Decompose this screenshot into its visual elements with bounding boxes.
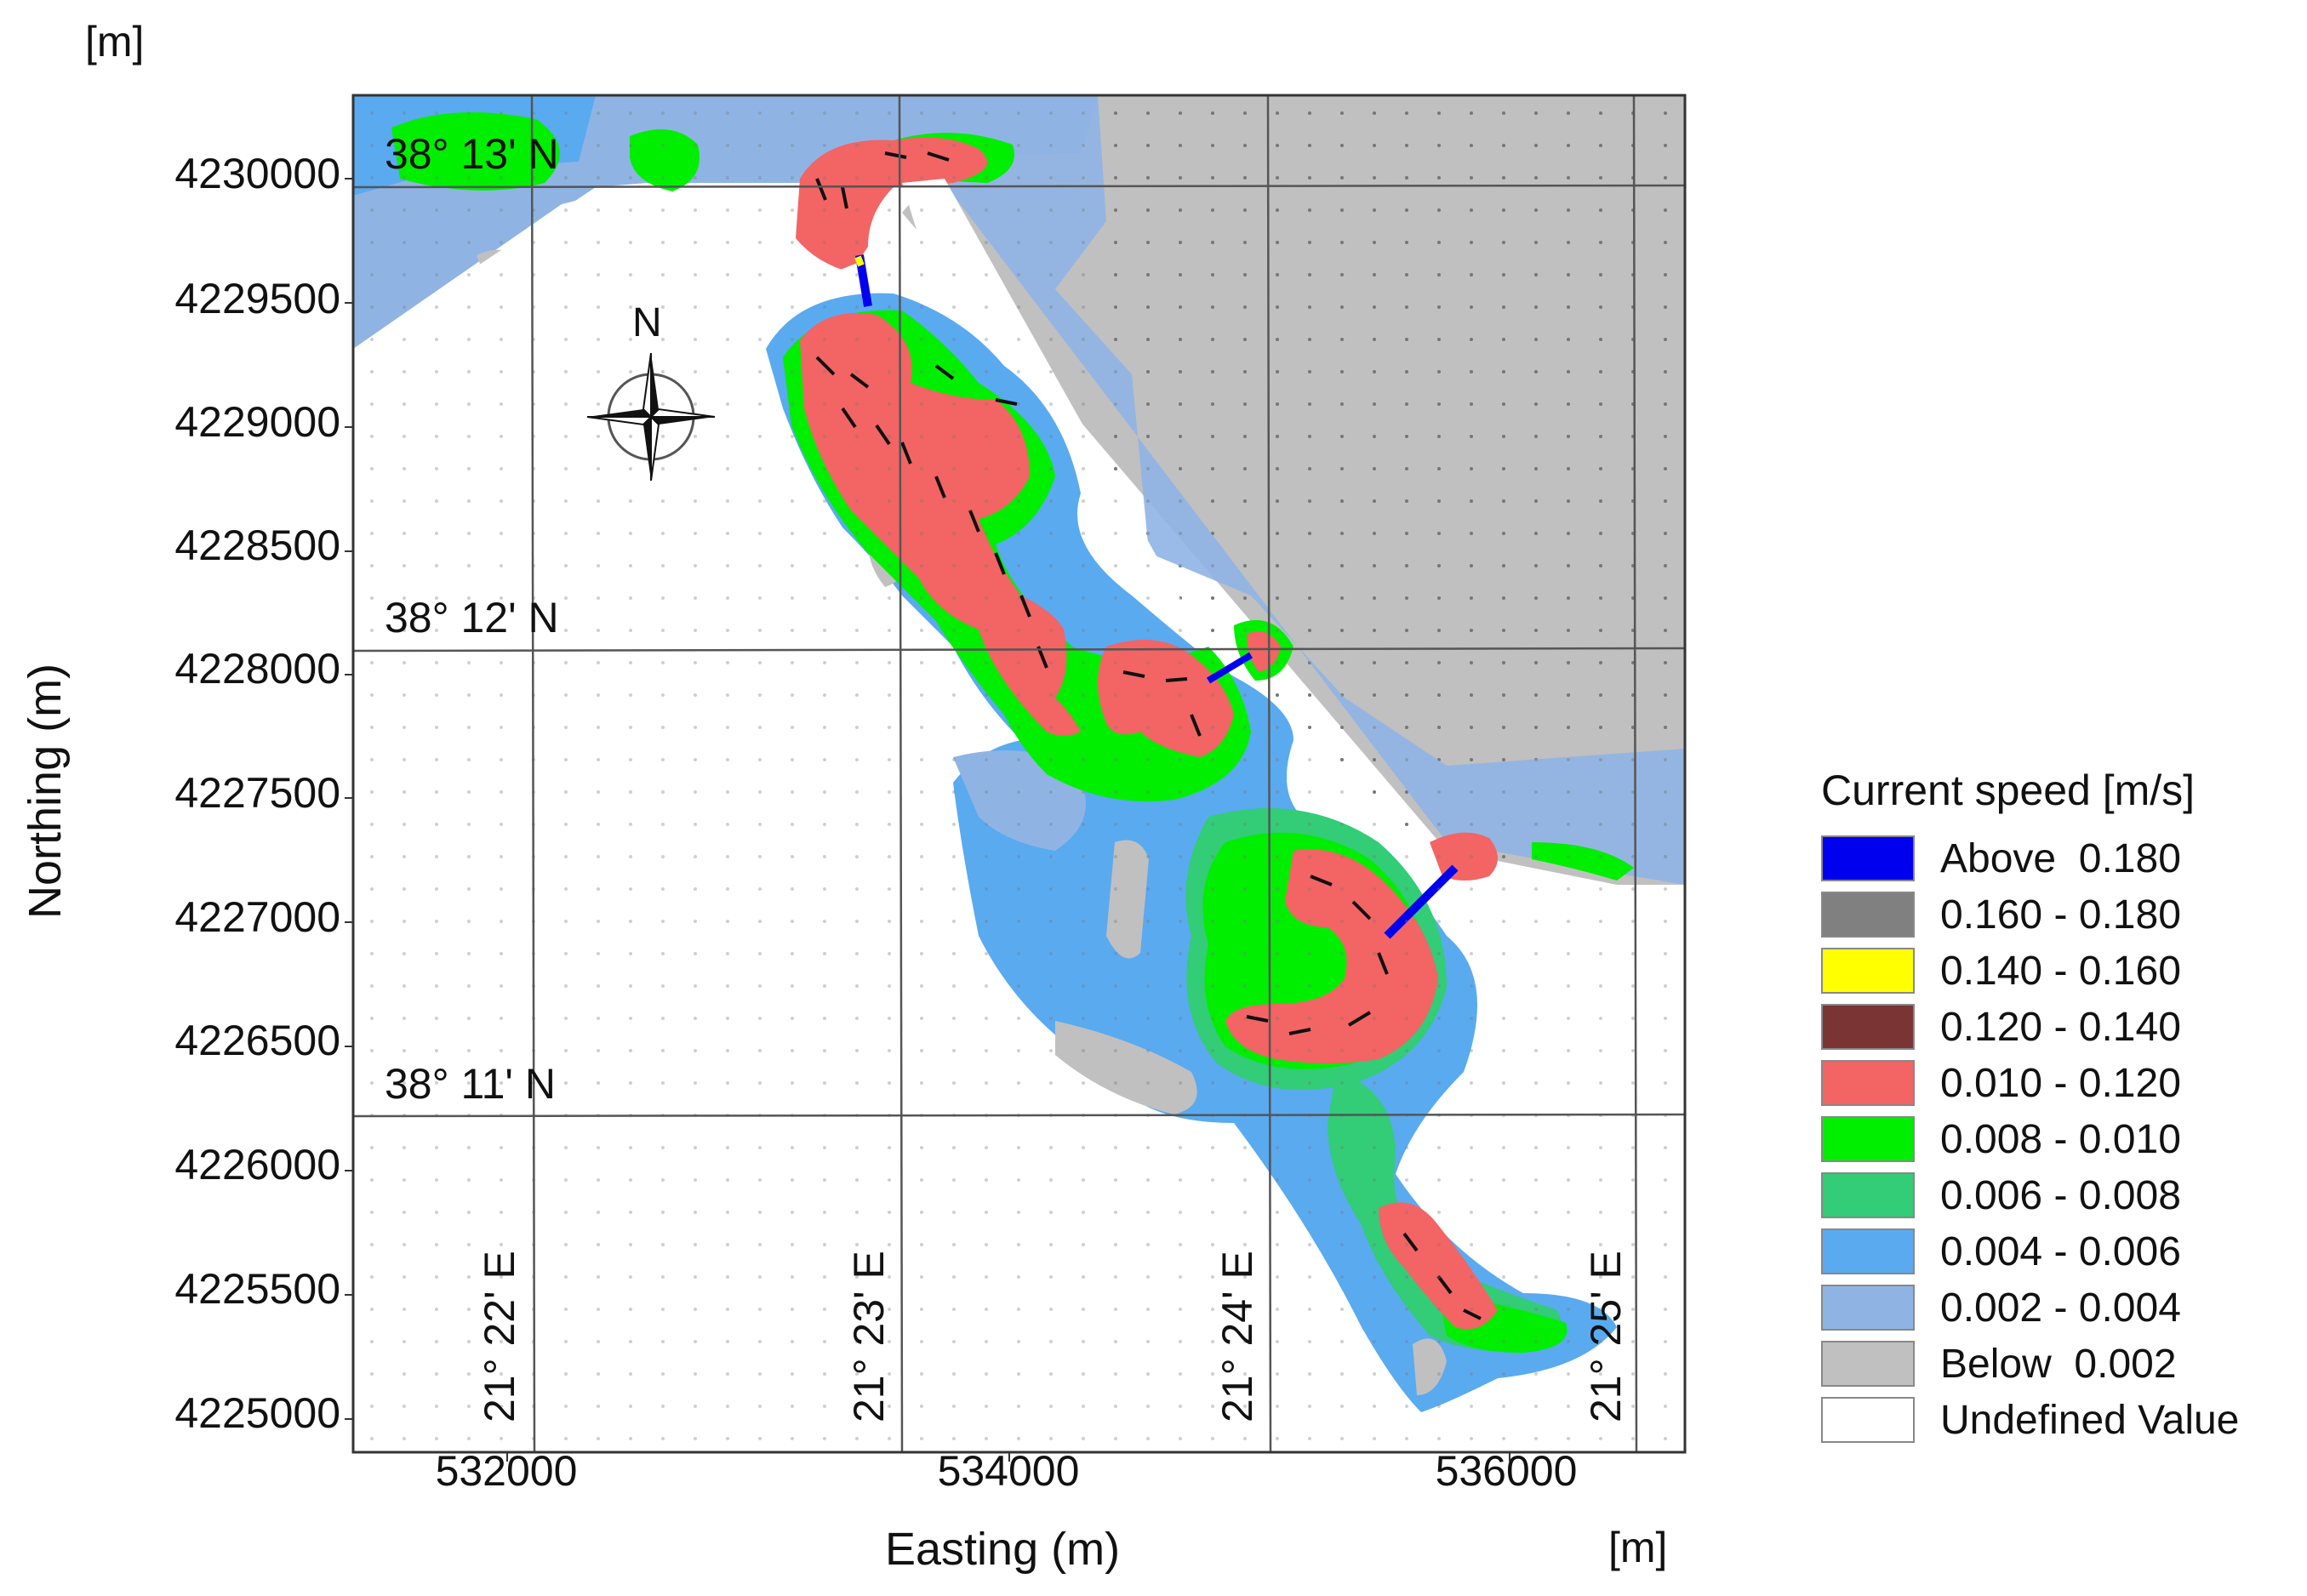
vector-dot-grid-overlay: [353, 95, 1685, 1452]
legend-swatch: [1821, 1116, 1915, 1162]
y-tick-label: 4225000: [174, 1389, 340, 1437]
x-tick-label: 534000: [937, 1447, 1080, 1495]
legend-label: 0.010 - 0.120: [1940, 1060, 2181, 1106]
legend-item: 0.004 - 0.006: [1821, 1223, 2239, 1280]
y-tick-label: 4226000: [174, 1141, 340, 1188]
x-axis-title: Easting (m): [885, 1524, 1121, 1575]
legend-label: Undefined Value: [1940, 1397, 2240, 1443]
legend-swatch: [1821, 1285, 1915, 1331]
graticule-lines: [353, 95, 1685, 1452]
legend-swatch: [1821, 835, 1915, 881]
legend-label: 0.120 - 0.140: [1940, 1004, 2181, 1050]
longitude-label: 21° 23' E: [845, 1251, 893, 1422]
legend-item: 0.002 - 0.004: [1821, 1280, 2239, 1336]
legend-title: Current speed [m/s]: [1821, 767, 2196, 814]
y-tick-label: 4229500: [174, 275, 340, 322]
longitude-label: 21° 25' E: [1582, 1251, 1630, 1422]
legend-label: 0.002 - 0.004: [1940, 1285, 2181, 1331]
y-tick-label: 4225500: [174, 1265, 340, 1313]
legend-swatch: [1821, 948, 1915, 994]
y-tick-label: 4228500: [174, 522, 340, 569]
legend-label: 0.160 - 0.180: [1940, 892, 2181, 938]
legend-label: 0.140 - 0.160: [1940, 948, 2181, 994]
legend-label: 0.008 - 0.010: [1940, 1116, 2181, 1162]
legend: Current speed [m/s] Above 0.180 0.160 - …: [1821, 766, 2239, 1448]
legend-item: 0.008 - 0.010: [1821, 1111, 2239, 1167]
x-tick-label: 536000: [1435, 1447, 1578, 1495]
legend-swatch: [1821, 892, 1915, 938]
legend-swatch: [1821, 1060, 1915, 1106]
x-tick-label: 532000: [435, 1447, 578, 1495]
latitude-label: 38° 11' N: [385, 1060, 556, 1108]
legend-swatch: [1821, 1228, 1915, 1274]
axis-minor-ticks: [345, 178, 1510, 1462]
legend-label: Above 0.180: [1940, 835, 2181, 881]
legend-item: Undefined Value: [1821, 1392, 2239, 1448]
legend-swatch: [1821, 1341, 1915, 1387]
compass-north-label: N: [632, 300, 662, 345]
y-tick-label: 4227000: [174, 893, 340, 941]
x-unit-label: [m]: [1608, 1524, 1668, 1571]
legend-swatch: [1821, 1004, 1915, 1050]
longitude-label: 21° 24' E: [1213, 1251, 1261, 1422]
legend-label: 0.006 - 0.008: [1940, 1172, 2181, 1218]
legend-item: 0.140 - 0.160: [1821, 943, 2239, 999]
legend-label: 0.004 - 0.006: [1940, 1228, 2181, 1274]
latitude-label: 38° 13' N: [385, 130, 559, 178]
legend-item: 0.120 - 0.140: [1821, 999, 2239, 1055]
y-tick-label: 4230000: [174, 150, 340, 197]
legend-label: Below 0.002: [1940, 1341, 2177, 1387]
y-tick-label: 4228000: [174, 645, 340, 693]
north-arrow-compass-rose-icon: [586, 352, 716, 482]
legend-swatch: [1821, 1172, 1915, 1218]
y-tick-label: 4226500: [174, 1017, 340, 1064]
legend-item: 0.006 - 0.008: [1821, 1167, 2239, 1223]
legend-item: 0.160 - 0.180: [1821, 886, 2239, 943]
latitude-label: 38° 12' N: [385, 594, 559, 641]
legend-item: 0.010 - 0.120: [1821, 1055, 2239, 1111]
legend-swatch: [1821, 1397, 1915, 1443]
y-unit-label: [m]: [85, 18, 145, 66]
legend-item: Below 0.002: [1821, 1336, 2239, 1392]
legend-item: Above 0.180: [1821, 830, 2239, 886]
y-tick-label: 4227500: [174, 769, 340, 817]
y-tick-label: 4229000: [174, 398, 340, 446]
longitude-label: 21° 22' E: [476, 1251, 523, 1422]
plot-frame: [351, 94, 1687, 1454]
